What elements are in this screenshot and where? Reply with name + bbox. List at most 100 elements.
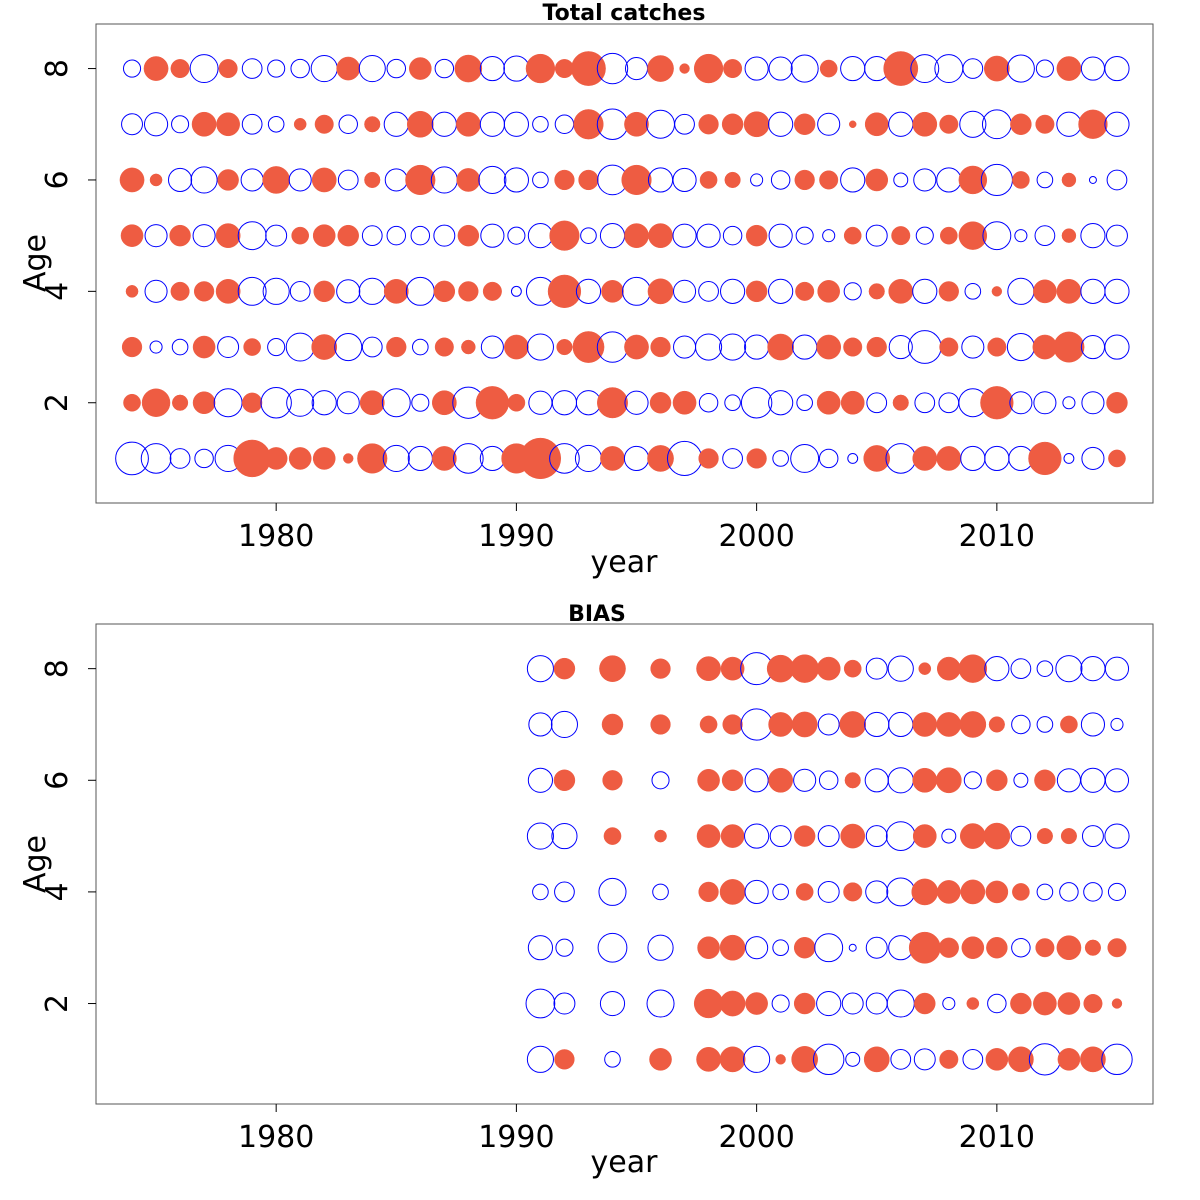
total-catches-bubble-positive: [264, 447, 288, 470]
total-catches-bubble-positive: [293, 117, 307, 131]
total-catches-bubble-negative: [527, 223, 554, 249]
total-catches-bubble-negative: [169, 448, 191, 469]
bias-bubble-negative: [745, 936, 769, 960]
total-catches-bubble-negative: [549, 443, 580, 474]
bias-bubble-negative: [984, 656, 1010, 682]
total-catches-bubble-positive: [243, 338, 261, 356]
total-catches-bubble-negative: [289, 280, 311, 302]
total-catches-bubble-positive: [1078, 109, 1108, 139]
bias-bubble-positive: [843, 659, 862, 678]
total-catches-bubble-negative: [1062, 396, 1076, 410]
total-catches-bubble-positive: [461, 339, 476, 355]
bias-bubble-positive: [843, 882, 863, 902]
total-catches-bubble-positive: [337, 224, 359, 247]
bias-bubble-positive: [696, 824, 721, 848]
total-catches-bubble-negative: [1033, 391, 1057, 415]
total-catches-bubble-negative: [149, 340, 163, 354]
bias-bubble-positive: [1060, 828, 1077, 845]
total-catches-bubble-negative: [267, 338, 286, 357]
total-catches-bubble-positive: [314, 114, 334, 134]
bias-bubble-negative: [1013, 772, 1029, 788]
total-catches-bubble-negative: [698, 280, 719, 302]
bias-bubble-positive: [650, 658, 671, 679]
bias-bubble-positive: [650, 714, 671, 735]
bias-bubble-positive: [936, 656, 961, 681]
total-catches-bubble-positive: [1035, 114, 1055, 134]
total-catches-bubble-negative: [431, 111, 457, 137]
total-catches-bubble-positive: [336, 56, 361, 81]
total-catches-bubble-negative: [337, 169, 359, 191]
bias-bubble-negative: [814, 933, 844, 963]
total-catches-bubble-negative: [580, 227, 597, 244]
total-catches-bubble-negative: [724, 394, 741, 412]
total-catches-bubble-positive: [215, 223, 241, 248]
total-catches-bubble-negative: [722, 225, 743, 246]
bias-bubble-negative: [865, 657, 888, 680]
bias-bubble-positive: [603, 827, 622, 845]
bias-bubble-positive: [1056, 935, 1082, 961]
total-catches-bubble-negative: [964, 283, 982, 300]
total-catches-bubble-positive: [958, 221, 988, 250]
bias-bubble-negative: [848, 943, 857, 952]
bias-bubble-positive: [795, 883, 814, 901]
total-catches-bubble-negative: [795, 226, 814, 245]
total-catches-bubble-negative: [1088, 175, 1097, 184]
bias-bubble-negative: [1080, 767, 1106, 793]
total-catches-bubble-negative: [262, 277, 290, 305]
bias-bubble-negative: [1107, 882, 1127, 901]
total-catches-bubble-positive: [679, 63, 690, 74]
bias-bubble-negative: [743, 1045, 771, 1073]
total-catches-bubble-positive: [409, 57, 432, 80]
total-catches-bubble-negative: [190, 166, 218, 194]
total-catches-bubble-positive: [745, 224, 768, 247]
total-catches-bubble-positive: [1053, 331, 1085, 363]
bias-bubble-negative: [772, 939, 789, 957]
bias-bubble-positive: [719, 990, 746, 1017]
total-catches-bubble-positive: [554, 169, 575, 191]
total-catches-bubble-positive: [819, 59, 838, 78]
bias-bubble-negative: [598, 877, 627, 906]
bias-bubble-positive: [1010, 992, 1032, 1015]
total-catches-bubble-negative: [768, 223, 793, 248]
bias-bubble-positive: [791, 711, 818, 738]
bias-panel: BIAS year Age 1980 1990 2000 2010 2 4 6 8: [18, 602, 1154, 1180]
bias-bubble-positive: [935, 767, 962, 794]
total-catches-bubble-negative: [719, 333, 747, 361]
total-catches-bubble-positive: [723, 59, 743, 79]
total-catches-bubble-negative: [479, 55, 505, 82]
bias-bubble-positive: [918, 662, 932, 675]
bias-bubble-negative: [845, 1051, 861, 1067]
total-catches-bubble-negative: [847, 453, 859, 464]
bias-bubble-negative: [554, 881, 575, 903]
total-catches-bubble-positive: [458, 281, 479, 302]
bias-bubble-negative: [865, 936, 888, 959]
bias-bubble-negative: [963, 771, 982, 790]
bias-bubble-negative: [1101, 1043, 1133, 1076]
bias-bubble-negative: [886, 989, 915, 1018]
bias-bubble-positive: [553, 657, 576, 680]
total-catches-bubble-negative: [503, 55, 530, 82]
total-catches-bubble-negative: [338, 114, 358, 135]
bias-bubble-negative: [526, 655, 554, 683]
bias-bubble-negative: [890, 1048, 912, 1070]
bias-bubble-negative: [1036, 716, 1054, 733]
bias-bubble-negative: [1110, 717, 1124, 732]
total-catches-bubble-positive: [649, 392, 672, 414]
bias-bubble-positive: [649, 1048, 672, 1071]
total-catches-bubble-negative: [336, 279, 361, 304]
total-catches-bubble-negative: [171, 338, 189, 356]
bias-bubble-negative: [818, 770, 839, 791]
total-catches-bubble-negative: [695, 333, 723, 361]
bias-xlabel: year: [591, 1145, 659, 1180]
total-catches-bubble-positive: [170, 59, 190, 79]
bias-bubble-negative: [647, 934, 674, 961]
total-catches-x-tick-label: 2000: [718, 519, 794, 554]
bias-bubble-negative: [888, 711, 914, 738]
total-catches-bubble-negative: [510, 285, 522, 297]
bias-bubble-positive: [840, 823, 866, 849]
bias-bubble-positive: [1057, 1048, 1081, 1071]
total-catches-bubble-positive: [141, 388, 171, 417]
bias-bubble-positive: [1083, 994, 1103, 1014]
total-catches-bubble-positive: [840, 390, 865, 415]
